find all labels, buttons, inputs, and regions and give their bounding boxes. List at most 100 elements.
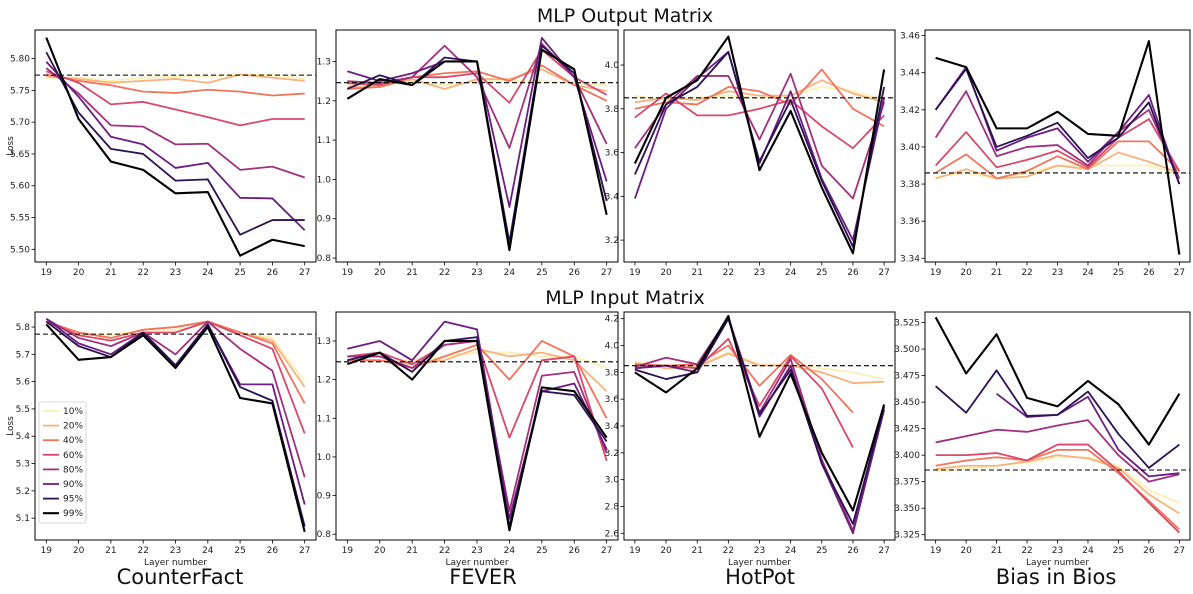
y-tick-label: 3.450 — [894, 398, 920, 408]
panel-biasinbios-output: 19 20 21 22 23 24 25 26 27 3.34 3.36 3.38 3.40 3.42 3.… — [900, 29, 1191, 278]
x-tick-label: 25 — [536, 546, 547, 556]
x-tick-label: 24 — [1082, 268, 1094, 278]
series-line-99pct — [45, 323, 306, 533]
x-tick-label: 27 — [299, 546, 310, 556]
x-tick-label: 26 — [569, 268, 581, 278]
panel-fever-output: 19 20 21 22 23 24 25 26 27 0.8 0.9 1.0 1.1 1.2 1.3 — [317, 29, 619, 278]
x-tick-label: 22 — [137, 546, 148, 556]
series-line-99pct — [346, 339, 608, 532]
y-tick-label: 3.0 — [605, 476, 620, 486]
series-line-20pct — [46, 73, 305, 84]
series-line-95pct — [634, 50, 885, 248]
series-line-99pct — [934, 316, 1181, 446]
series-line-80pct — [935, 419, 1180, 483]
series-line-60pct — [45, 320, 306, 434]
x-tick-label: 20 — [73, 546, 85, 556]
series-line-40pct — [347, 64, 608, 102]
legend: 10% 20% 40% 60% 80% 90% 95% 99% — [38, 401, 87, 524]
panel-fever-input: 19 20 21 22 23 24 25 26 27 0.8 0.9 1.0 1.1 1.2 1.3 Laye… — [317, 311, 619, 568]
y-tick-label: 3.375 — [894, 478, 920, 488]
series-line-90pct — [634, 50, 885, 242]
x-tick-label: 21 — [691, 546, 702, 556]
panel-biasinbios-input: 19 20 21 22 23 24 25 26 27 3.325 3.350 3.375 3.400 3.… — [894, 311, 1191, 568]
y-tick-label: 0.9 — [317, 492, 332, 502]
series-line-10pct — [935, 456, 1180, 504]
x-tick-label: 21 — [991, 546, 1002, 556]
x-tick-label: 22 — [723, 268, 734, 278]
x-tick-label: 24 — [504, 268, 516, 278]
series-line-95pct — [45, 51, 305, 236]
series-line-80pct — [934, 90, 1181, 179]
y-axis-label: Loss — [6, 136, 16, 156]
x-tick-label: 21 — [691, 268, 702, 278]
series-line-20pct — [634, 352, 885, 384]
series-line-80pct — [634, 72, 885, 200]
x-tick-label: 22 — [439, 546, 450, 556]
x-tick-label: 26 — [267, 268, 279, 278]
y-tick-label: 5.55 — [10, 214, 30, 224]
x-tick-label: 23 — [170, 268, 181, 278]
x-tick-label: 21 — [105, 546, 116, 556]
x-tick-label: 24 — [1082, 546, 1094, 556]
series-line-10pct — [45, 320, 306, 383]
x-tick-label: 26 — [847, 546, 859, 556]
x-tick-label: 25 — [816, 268, 827, 278]
series-line-60pct — [935, 443, 1180, 534]
panel-counterfact-output: 19 20 21 22 23 24 25 26 27 5.50 5.55 5.60 5.65 5.70 5.… — [6, 29, 317, 278]
x-tick-label: 23 — [754, 268, 765, 278]
series-line-80pct — [347, 340, 608, 512]
y-tick-label: 1.0 — [317, 453, 332, 463]
legend-entry: 60% — [63, 451, 83, 461]
panel-hotpot-input: 19 20 21 22 23 24 25 26 27 2.6 2.8 3.0 3.2 3.4 3.6 3.8 4… — [605, 311, 896, 568]
y-tick-label: 0.9 — [317, 215, 332, 225]
column-title-bias-in-bios: Bias in Bios — [996, 565, 1117, 589]
series-line-60pct — [634, 337, 854, 448]
y-tick-label: 5.50 — [10, 245, 30, 255]
y-axis-label: Loss — [6, 416, 16, 436]
x-axis-label: Layer number — [1026, 558, 1089, 568]
x-tick-label: 21 — [991, 268, 1002, 278]
y-tick-label: 1.3 — [317, 337, 331, 347]
y-tick-label: 2.8 — [605, 502, 620, 512]
series-line-99pct — [634, 314, 886, 512]
y-tick-label: 3.2 — [605, 236, 619, 246]
legend-entry: 10% — [63, 407, 83, 417]
x-tick-label: 23 — [754, 546, 765, 556]
x-tick-label: 25 — [536, 268, 547, 278]
y-tick-label: 3.4 — [605, 192, 620, 202]
series-line-95pct — [45, 320, 306, 527]
series-line-90pct — [634, 317, 885, 535]
y-tick-label: 5.7 — [16, 350, 30, 360]
x-axis-label: Layer number — [144, 558, 207, 568]
y-tick-label: 5.60 — [10, 182, 30, 192]
y-tick-label: 1.0 — [317, 175, 332, 185]
y-tick-label: 3.40 — [900, 143, 920, 153]
y-tick-label: 3.36 — [900, 217, 920, 227]
x-tick-label: 26 — [847, 268, 859, 278]
x-tick-label: 27 — [1174, 546, 1185, 556]
x-tick-label: 22 — [1021, 268, 1032, 278]
x-tick-label: 20 — [660, 546, 672, 556]
x-axis-label: Layer number — [728, 558, 791, 568]
x-tick-label: 19 — [629, 268, 641, 278]
x-tick-label: 21 — [406, 268, 417, 278]
series-line-80pct — [45, 318, 306, 478]
x-tick-label: 26 — [1143, 268, 1155, 278]
y-tick-label: 1.1 — [317, 136, 331, 146]
x-tick-label: 27 — [878, 546, 889, 556]
x-tick-label: 24 — [202, 546, 214, 556]
y-tick-label: 4.0 — [605, 342, 620, 352]
series-line-10pct — [46, 73, 305, 82]
series-line-95pct — [934, 68, 1181, 185]
x-tick-label: 22 — [439, 268, 450, 278]
y-tick-label: 3.425 — [894, 425, 920, 435]
y-tick-label: 4.0 — [605, 61, 620, 71]
y-tick-label: 1.2 — [317, 376, 331, 386]
series-line-20pct — [935, 454, 1180, 515]
x-tick-label: 27 — [601, 268, 612, 278]
x-tick-label: 25 — [1113, 546, 1124, 556]
y-tick-label: 3.8 — [605, 105, 620, 115]
x-tick-label: 27 — [1174, 268, 1185, 278]
y-tick-label: 3.6 — [605, 149, 620, 159]
